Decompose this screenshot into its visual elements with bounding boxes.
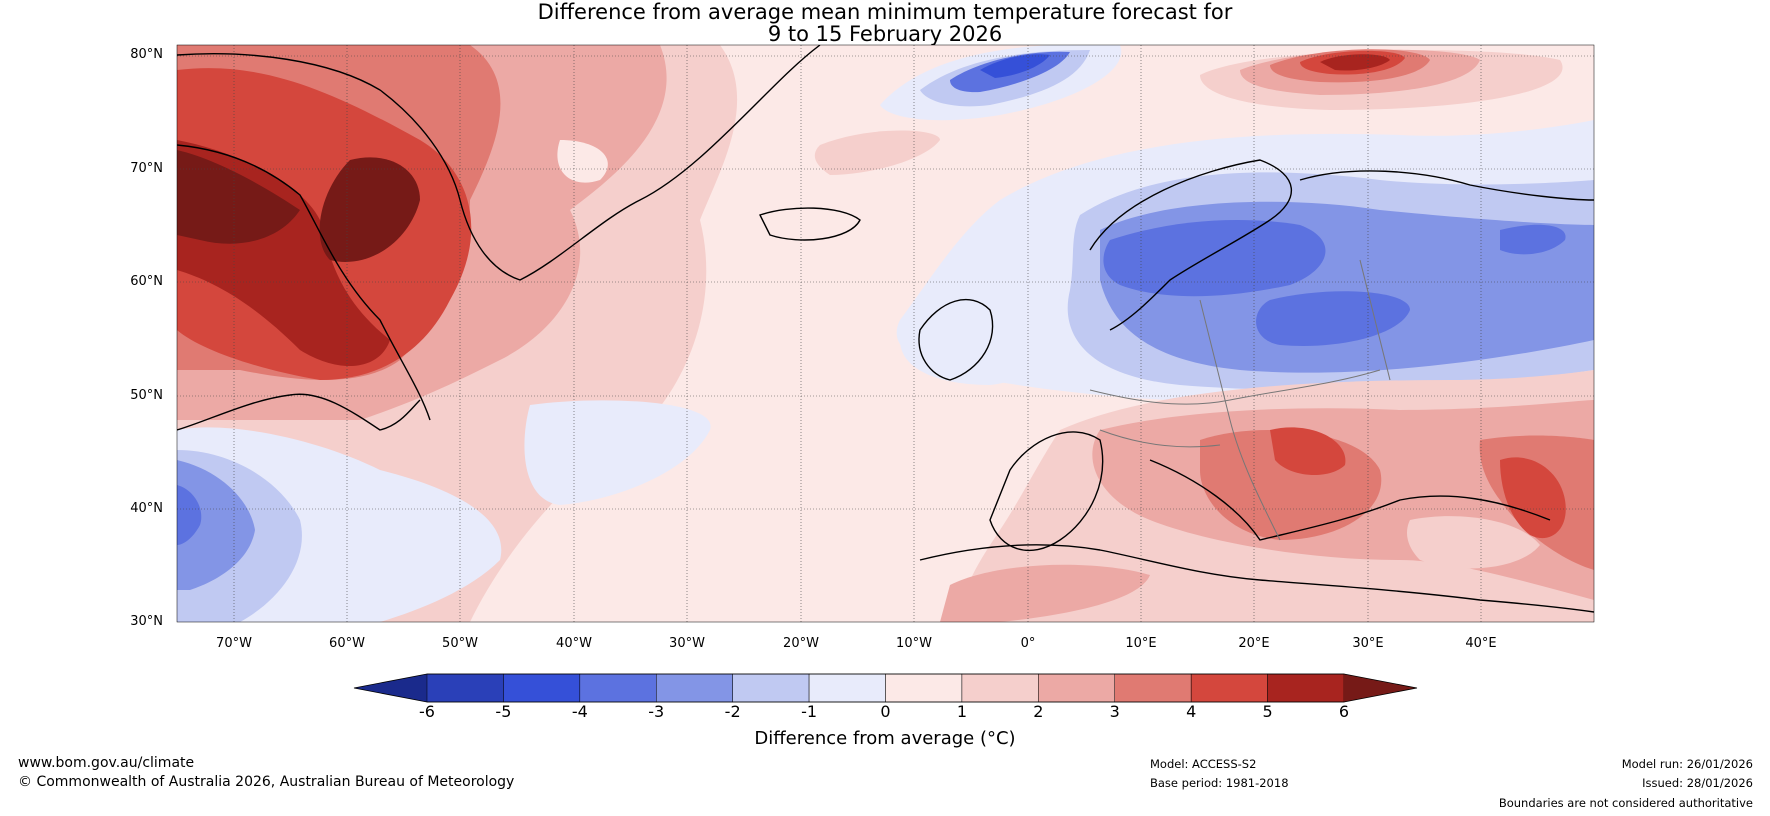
colorbar-segment bbox=[656, 673, 733, 703]
colorbar-tick-label: 3 bbox=[1109, 702, 1120, 721]
copyright-text: © Commonwealth of Australia 2026, Austra… bbox=[18, 774, 515, 790]
colorbar-tick-label: -3 bbox=[648, 702, 665, 721]
lat-label-80n: 80°N bbox=[130, 47, 163, 62]
colorbar-tick-label: -6 bbox=[419, 702, 435, 721]
colorbar-tick-label: -4 bbox=[571, 702, 588, 721]
lon-label-20w: 20°W bbox=[783, 636, 819, 651]
colorbar-tick-label: -1 bbox=[801, 702, 818, 721]
boundaries-disclaimer: Boundaries are not considered authoritat… bbox=[1498, 796, 1753, 810]
lon-label-40w: 40°W bbox=[556, 636, 592, 651]
warm-anomaly-south-europe bbox=[940, 370, 1594, 622]
lon-label-40e: 40°E bbox=[1465, 636, 1497, 651]
website-link[interactable]: www.bom.gov.au/climate bbox=[18, 755, 195, 771]
map-title-line-2: 9 to 15 February 2026 bbox=[767, 22, 1003, 46]
lon-label-50w: 50°W bbox=[442, 636, 478, 651]
colorbar-extend-high bbox=[1344, 674, 1417, 702]
colorbar-outline bbox=[353, 673, 1418, 703]
colorbar-tick-label: 2 bbox=[1033, 702, 1044, 721]
lon-label-20e: 20°E bbox=[1238, 636, 1270, 651]
colorbar bbox=[353, 673, 1418, 703]
colorbar-segment bbox=[579, 673, 657, 703]
colorbar-tick-label: 0 bbox=[880, 702, 891, 721]
lat-label-50n: 50°N bbox=[130, 388, 163, 403]
colorbar-extend-low bbox=[354, 674, 427, 702]
cold-anomaly-svalbard bbox=[880, 45, 1122, 121]
colorbar-tick-label: 1 bbox=[956, 702, 967, 721]
lon-label-30w: 30°W bbox=[669, 636, 705, 651]
map-title-line-1: Difference from average mean minimum tem… bbox=[537, 0, 1233, 24]
model-run-date: Model run: 26/01/2026 bbox=[1621, 757, 1753, 771]
lat-label-40n: 40°N bbox=[130, 501, 163, 516]
colorbar-tick-label: 6 bbox=[1338, 702, 1350, 721]
country-borders bbox=[1089, 259, 1391, 541]
colorbar-tick-label: 5 bbox=[1262, 702, 1273, 721]
colorbar-segment bbox=[808, 673, 886, 703]
colorbar-segment bbox=[1038, 673, 1116, 703]
lon-label-60w: 60°W bbox=[329, 636, 365, 651]
lon-label-30e: 30°E bbox=[1352, 636, 1384, 651]
colorbar-label: Difference from average (°C) bbox=[754, 728, 1016, 749]
base-period: Base period: 1981-2018 bbox=[1150, 776, 1289, 790]
lon-label-0: 0° bbox=[1020, 636, 1036, 651]
colorbar-segment bbox=[1267, 673, 1345, 703]
lat-label-70n: 70°N bbox=[130, 161, 163, 176]
colorbar-segment bbox=[426, 673, 504, 703]
cold-anomaly-ne-us bbox=[177, 400, 711, 622]
lat-label-60n: 60°N bbox=[130, 274, 163, 289]
colorbar-segment bbox=[732, 673, 810, 703]
colorbar-tick-label: -5 bbox=[495, 702, 512, 721]
colorbar-segment bbox=[503, 673, 581, 703]
colorbar-segment bbox=[885, 673, 963, 703]
lon-label-70w: 70°W bbox=[216, 636, 252, 651]
lon-label-10w: 10°W bbox=[896, 636, 932, 651]
colorbar-segment bbox=[1190, 673, 1268, 703]
model-name: Model: ACCESS-S2 bbox=[1150, 757, 1257, 771]
coastlines bbox=[177, 45, 1594, 613]
graticule bbox=[177, 45, 1594, 622]
issued-date: Issued: 28/01/2026 bbox=[1642, 776, 1753, 790]
colorbar-tick-label: -2 bbox=[724, 702, 741, 721]
colorbar-segment bbox=[961, 673, 1039, 703]
lat-label-30n: 30°N bbox=[130, 614, 163, 629]
colorbar-segment bbox=[1114, 673, 1192, 703]
colorbar-tick-label: 4 bbox=[1186, 702, 1197, 721]
warm-anomaly-barents bbox=[814, 49, 1563, 175]
cold-anomaly-scandinavia bbox=[896, 120, 1594, 403]
lon-label-10e: 10°E bbox=[1125, 636, 1157, 651]
cold-anomaly-north-atlantic bbox=[900, 292, 1062, 385]
